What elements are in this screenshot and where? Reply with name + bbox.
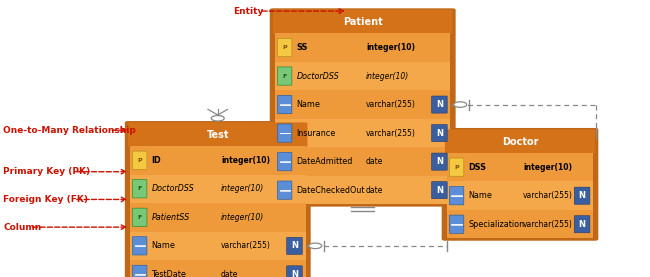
FancyBboxPatch shape <box>450 158 464 176</box>
Text: Test: Test <box>207 130 229 140</box>
FancyBboxPatch shape <box>287 237 302 254</box>
Text: PatientSS: PatientSS <box>151 213 190 222</box>
Bar <box>447 153 593 181</box>
Bar <box>275 176 450 204</box>
Text: N: N <box>291 241 298 250</box>
Text: N: N <box>578 191 586 200</box>
Text: date: date <box>221 270 239 277</box>
FancyBboxPatch shape <box>432 125 447 142</box>
Text: Name: Name <box>296 100 320 109</box>
Text: Column: Column <box>3 223 42 232</box>
Text: N: N <box>578 220 586 229</box>
Text: DoctorDSS: DoctorDSS <box>151 184 194 193</box>
FancyBboxPatch shape <box>287 266 302 277</box>
Text: N: N <box>436 129 443 138</box>
Text: Entity: Entity <box>233 7 263 16</box>
Text: One-to-Many Relationship: One-to-Many Relationship <box>3 126 136 135</box>
Text: integer(10): integer(10) <box>523 163 572 172</box>
Text: date: date <box>366 186 384 195</box>
FancyBboxPatch shape <box>133 208 147 226</box>
FancyBboxPatch shape <box>133 180 147 198</box>
Text: P: P <box>137 158 142 163</box>
Text: ID: ID <box>151 156 161 165</box>
FancyBboxPatch shape <box>278 124 292 142</box>
FancyBboxPatch shape <box>450 187 464 205</box>
Text: Specialization: Specialization <box>468 220 525 229</box>
FancyBboxPatch shape <box>133 237 147 255</box>
Text: date: date <box>366 157 384 166</box>
Text: varchar(255): varchar(255) <box>366 100 416 109</box>
Text: Doctor: Doctor <box>502 137 538 147</box>
Bar <box>275 147 450 176</box>
Text: Insurance: Insurance <box>296 129 335 138</box>
Circle shape <box>211 116 224 121</box>
Text: integer(10): integer(10) <box>366 43 415 52</box>
Bar <box>275 62 450 90</box>
Text: P: P <box>282 45 287 50</box>
Bar <box>275 90 450 119</box>
Text: TestDate: TestDate <box>151 270 187 277</box>
FancyBboxPatch shape <box>273 10 452 34</box>
FancyBboxPatch shape <box>450 215 464 233</box>
Text: F: F <box>138 186 142 191</box>
FancyBboxPatch shape <box>575 216 590 233</box>
FancyBboxPatch shape <box>278 181 292 199</box>
Circle shape <box>309 243 322 249</box>
FancyBboxPatch shape <box>133 151 147 169</box>
Text: Patient: Patient <box>343 17 383 27</box>
FancyBboxPatch shape <box>278 96 292 114</box>
FancyBboxPatch shape <box>278 39 292 57</box>
FancyBboxPatch shape <box>278 153 292 171</box>
Text: integer(10): integer(10) <box>221 184 265 193</box>
Text: DSS: DSS <box>468 163 486 172</box>
FancyBboxPatch shape <box>432 96 447 113</box>
Text: N: N <box>291 270 298 277</box>
FancyBboxPatch shape <box>575 187 590 204</box>
FancyBboxPatch shape <box>432 182 447 199</box>
Text: F: F <box>138 215 142 220</box>
FancyBboxPatch shape <box>445 129 595 154</box>
Text: Name: Name <box>151 241 176 250</box>
Text: varchar(255): varchar(255) <box>523 191 573 200</box>
Bar <box>130 203 306 232</box>
Text: P: P <box>454 165 459 170</box>
FancyBboxPatch shape <box>133 265 147 277</box>
Text: DateCheckedOut: DateCheckedOut <box>296 186 365 195</box>
Bar <box>130 146 306 175</box>
FancyBboxPatch shape <box>278 67 292 85</box>
Bar <box>447 181 593 210</box>
Text: varchar(255): varchar(255) <box>366 129 416 138</box>
Bar <box>130 260 306 277</box>
Text: integer(10): integer(10) <box>221 156 270 165</box>
Text: integer(10): integer(10) <box>221 213 265 222</box>
Text: integer(10): integer(10) <box>366 71 410 81</box>
Text: Foreign Key (FK): Foreign Key (FK) <box>3 195 88 204</box>
FancyBboxPatch shape <box>432 153 447 170</box>
Bar <box>275 33 450 62</box>
Text: DateAdmitted: DateAdmitted <box>296 157 353 166</box>
Text: N: N <box>436 100 443 109</box>
Text: varchar(255): varchar(255) <box>221 241 271 250</box>
Bar <box>275 119 450 147</box>
FancyBboxPatch shape <box>125 121 311 277</box>
Text: SS: SS <box>296 43 308 52</box>
Text: varchar(255): varchar(255) <box>523 220 573 229</box>
Text: N: N <box>436 186 443 195</box>
FancyBboxPatch shape <box>270 8 456 207</box>
Text: Name: Name <box>468 191 492 200</box>
Text: N: N <box>436 157 443 166</box>
FancyBboxPatch shape <box>128 122 307 147</box>
Bar <box>130 175 306 203</box>
Bar <box>130 232 306 260</box>
Text: F: F <box>283 73 287 79</box>
Bar <box>447 210 593 238</box>
Circle shape <box>454 102 467 107</box>
Text: DoctorDSS: DoctorDSS <box>296 71 339 81</box>
FancyBboxPatch shape <box>442 128 599 241</box>
Text: Primary Key (PK): Primary Key (PK) <box>3 167 90 176</box>
